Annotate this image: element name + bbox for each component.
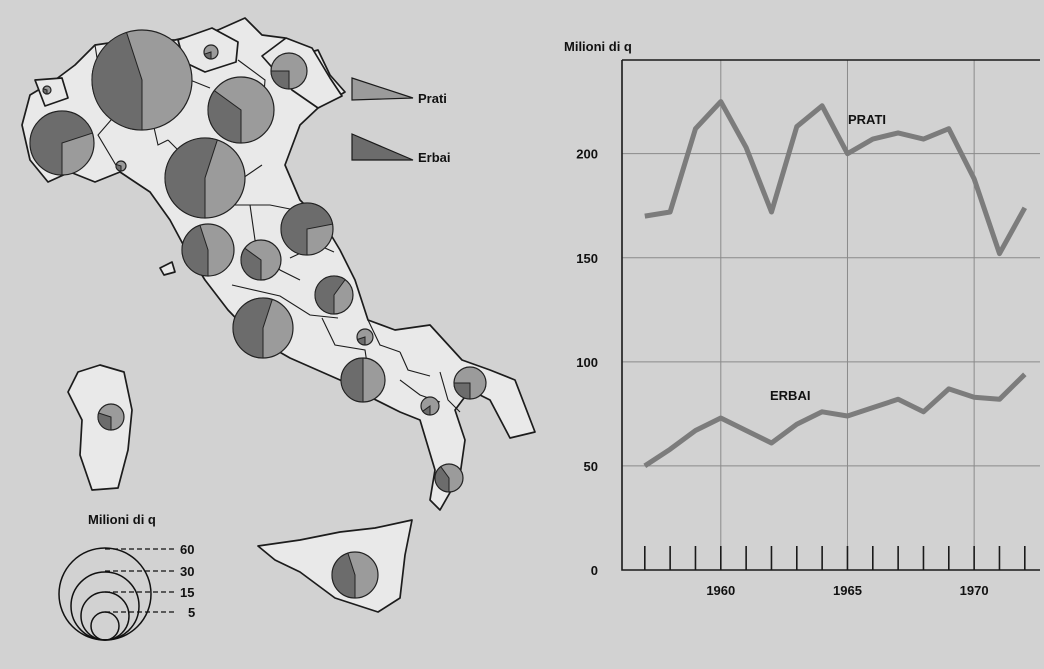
legend-erbai-label: Erbai xyxy=(418,150,451,165)
region-pie xyxy=(434,463,464,493)
prati-legend-swatch xyxy=(351,77,414,101)
map-valle-daosta xyxy=(34,77,69,107)
y-tick-label: 150 xyxy=(576,251,598,266)
legend-prati-label: Prati xyxy=(418,91,447,106)
map-elba xyxy=(159,261,176,276)
region-pie xyxy=(207,76,275,144)
scale-value-5: 5 xyxy=(188,605,195,620)
scale-title: Milioni di q xyxy=(88,512,156,527)
region-pie xyxy=(181,223,235,277)
scale-circle-15 xyxy=(80,591,130,641)
y-tick-label: 50 xyxy=(584,459,598,474)
chart-frame xyxy=(621,59,1040,571)
region-pie xyxy=(331,551,379,599)
region-pie xyxy=(453,366,487,400)
series-label-prati: PRATI xyxy=(848,112,886,127)
y-tick-label: 100 xyxy=(576,355,598,370)
map-sardinia xyxy=(67,364,133,491)
pie-erbai-slice xyxy=(203,51,212,60)
region-pie xyxy=(29,110,95,176)
pie-erbai-slice xyxy=(240,247,262,281)
map-legend: Prati Erbai xyxy=(351,77,451,165)
pie-erbai-slice xyxy=(164,137,218,219)
region-pie xyxy=(164,137,246,219)
region-pie xyxy=(356,328,374,346)
pie-erbai-slice xyxy=(422,405,431,416)
series-line-prati xyxy=(644,99,1027,257)
region-pie xyxy=(240,239,282,281)
pie-erbai-slice xyxy=(434,465,450,493)
region-pie xyxy=(91,29,193,131)
pie-erbai-slice xyxy=(356,336,366,346)
chart-ylabel: Milioni di q xyxy=(564,39,632,54)
scale-value-60: 60 xyxy=(180,542,194,557)
region-pies xyxy=(29,29,487,599)
pie-erbai-slice xyxy=(29,110,94,176)
pie-erbai-slice xyxy=(331,552,356,599)
chart-series xyxy=(643,99,1027,468)
chart-grid xyxy=(622,60,1040,570)
region-pie xyxy=(42,85,52,95)
pie-erbai-slice xyxy=(340,357,364,403)
scale-value-15: 15 xyxy=(180,585,194,600)
pie-erbai-slice xyxy=(181,224,209,277)
size-scale-legend: Milioni di q 60 30 15 5 xyxy=(58,512,195,641)
region-pie xyxy=(420,396,440,416)
region-pie xyxy=(280,202,334,256)
line-chart: Milioni di q 0 50 100 150 200 1960 1965 1970 P… xyxy=(564,39,1040,598)
x-tick-label: 1960 xyxy=(706,583,735,598)
region-pie xyxy=(203,44,219,60)
region-pie xyxy=(314,275,354,315)
y-tick-label: 200 xyxy=(576,147,598,162)
y-axis-ticks: 0 50 100 150 200 xyxy=(576,147,598,578)
x-tick-label: 1965 xyxy=(833,583,862,598)
series-label-erbai: ERBAI xyxy=(770,388,810,403)
scale-value-30: 30 xyxy=(180,564,194,579)
pie-erbai-slice xyxy=(42,88,48,95)
series-line-erbai xyxy=(643,372,1027,468)
x-axis-ticks: 1960 1965 1970 xyxy=(643,546,1026,598)
y-tick-label: 0 xyxy=(591,563,598,578)
pie-erbai-slice xyxy=(115,163,122,172)
region-pie xyxy=(232,297,294,359)
region-pie xyxy=(270,52,308,90)
scale-circle-30 xyxy=(70,571,140,641)
pie-erbai-slice xyxy=(453,382,471,400)
pie-erbai-slice xyxy=(280,202,334,256)
region-pie xyxy=(97,403,125,431)
pie-erbai-slice xyxy=(270,70,290,90)
region-pie xyxy=(115,160,127,172)
pie-erbai-slice xyxy=(97,412,112,431)
erbai-legend-swatch xyxy=(351,133,414,161)
pie-erbai-slice xyxy=(91,31,143,131)
pie-erbai-slice xyxy=(232,297,273,359)
x-tick-label: 1970 xyxy=(960,583,989,598)
scale-circle-5 xyxy=(90,611,120,641)
region-pie xyxy=(340,357,386,403)
pie-erbai-slice xyxy=(207,89,242,144)
pie-erbai-slice xyxy=(314,275,346,315)
